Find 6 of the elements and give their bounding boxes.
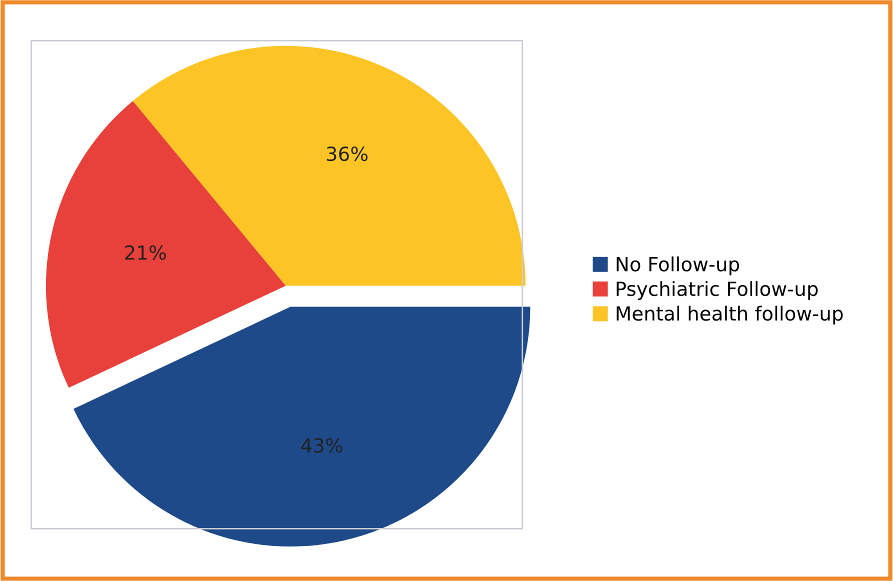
data-label: 21% (125, 245, 166, 260)
data-label: 36% (326, 146, 368, 162)
data-label: 43% (301, 438, 342, 453)
legend-label: Mental health follow-up (616, 306, 843, 325)
legend-label: No Follow-up (616, 256, 740, 276)
legend-label: Psychiatric Follow-up (616, 281, 818, 300)
